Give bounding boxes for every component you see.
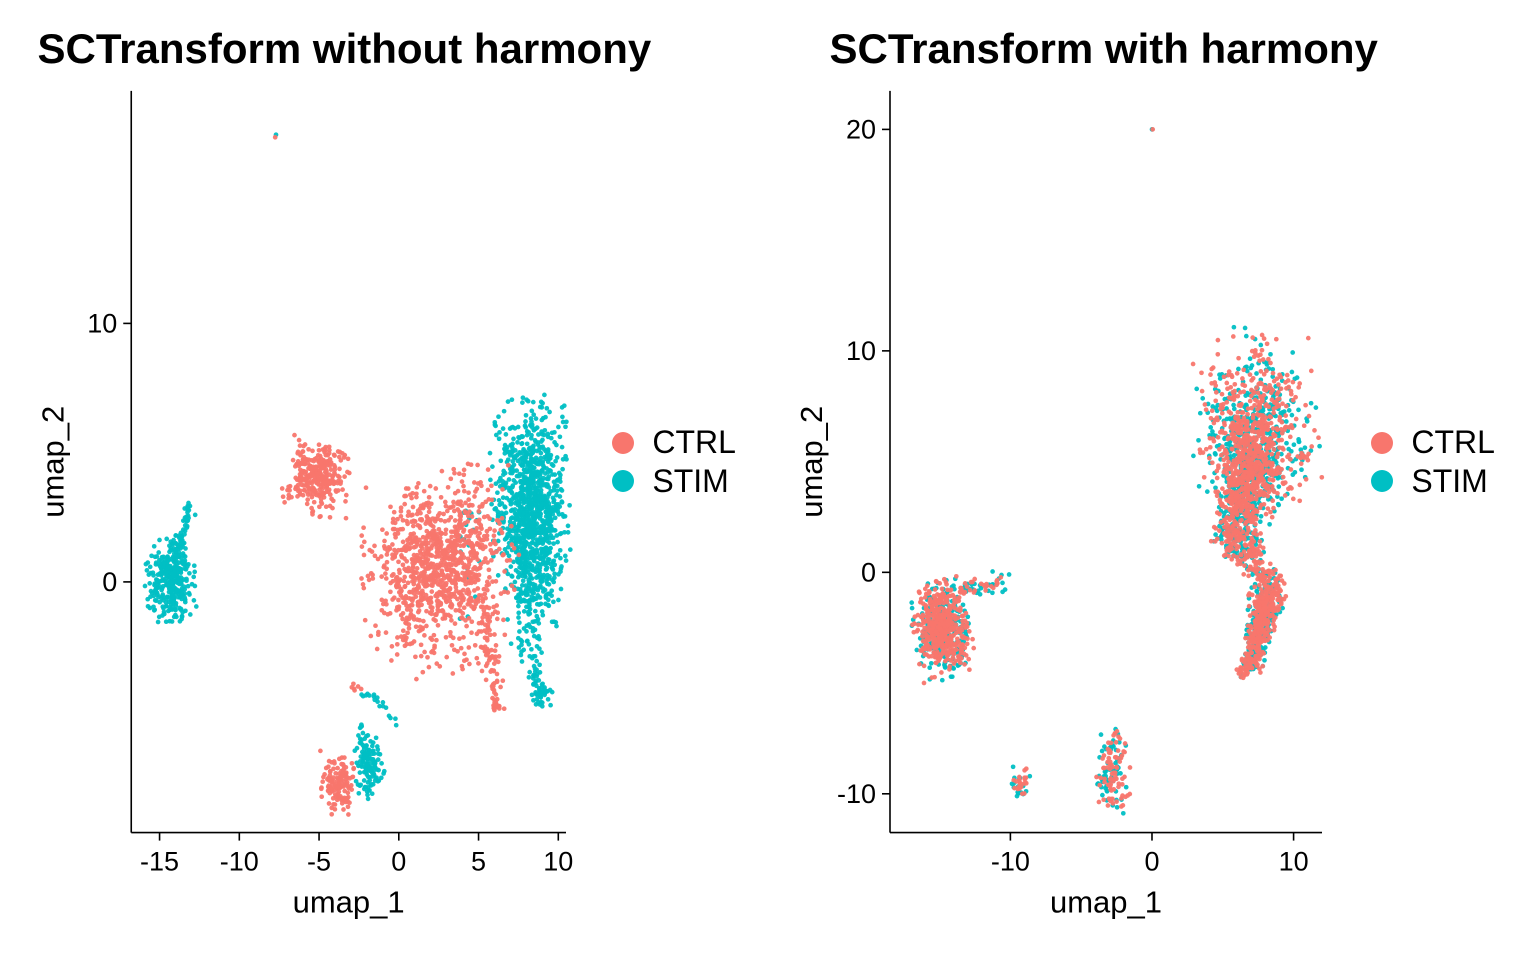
svg-text:0: 0 — [391, 847, 406, 877]
svg-text:umap_1: umap_1 — [293, 885, 405, 920]
svg-text:-10: -10 — [220, 847, 259, 877]
svg-text:10: 10 — [543, 847, 573, 877]
svg-text:-5: -5 — [307, 847, 331, 877]
svg-text:-15: -15 — [140, 847, 179, 877]
svg-text:5: 5 — [471, 847, 486, 877]
svg-text:umap_2: umap_2 — [35, 406, 70, 518]
svg-text:0: 0 — [102, 567, 117, 597]
svg-text:10: 10 — [87, 308, 117, 338]
